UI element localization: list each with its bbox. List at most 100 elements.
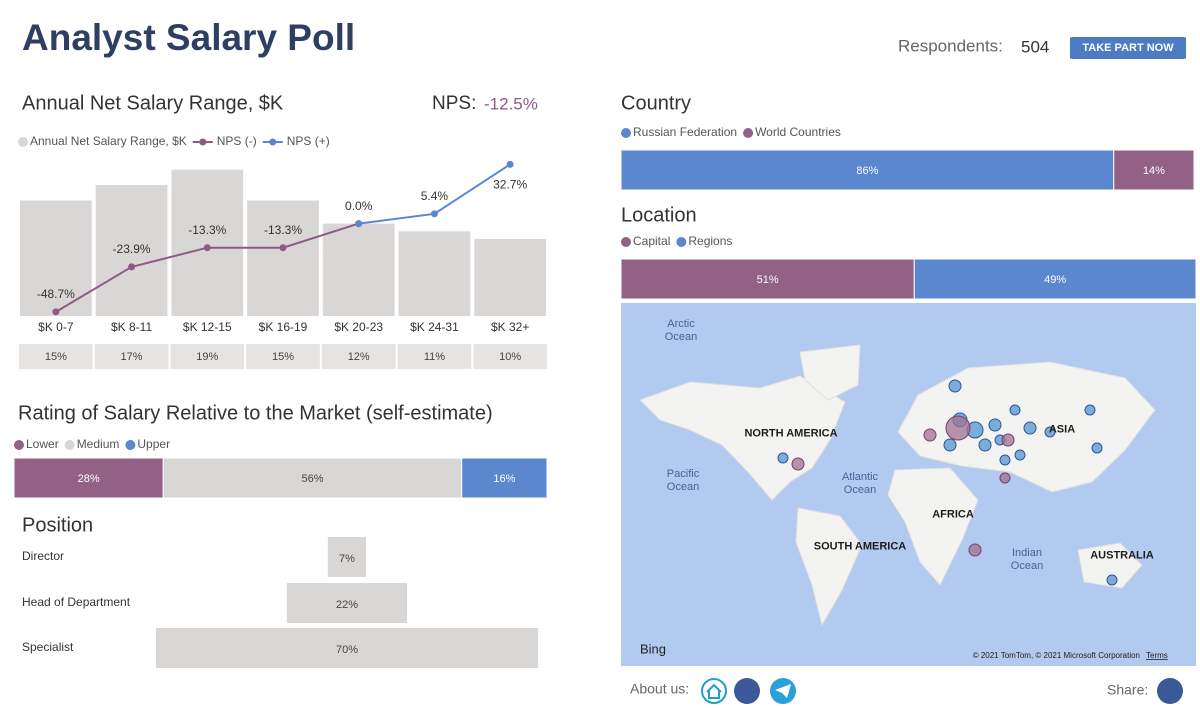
bubble: [1091, 442, 1103, 454]
legend-dot: [743, 128, 754, 138]
share-label: Share:: [1107, 682, 1148, 698]
share-label: 15%: [45, 351, 67, 363]
bubble: [948, 379, 962, 393]
legend-dot: [621, 128, 631, 138]
x-tick-label: $K 32+: [491, 320, 529, 334]
bar-label: 22%: [336, 599, 358, 611]
map-attribution: © 2021 TomTom, © 2021 Microsoft Corporat…: [973, 651, 1140, 660]
bubbles-capital: [791, 415, 1015, 557]
share-box: [94, 344, 169, 369]
nps-point: [52, 308, 60, 316]
bubbles: [777, 379, 1118, 586]
button-label[interactable]: TAKE PART NOW: [1082, 42, 1174, 54]
row-label: Director: [22, 549, 64, 563]
segment-label: 56%: [301, 473, 323, 485]
segment: [1113, 149, 1195, 191]
nps-value: -12.5%: [484, 94, 538, 113]
bar: [247, 200, 319, 316]
chart-title: Position: [22, 514, 93, 536]
bubble: [1106, 574, 1118, 586]
chart-title: Rating of Salary Relative to the Market …: [18, 402, 493, 424]
segment: [13, 457, 164, 499]
x-tick-label: $K 0-7: [38, 320, 74, 334]
legend-dot: [269, 138, 277, 146]
share-box: [397, 344, 472, 369]
about-label: About us:: [630, 681, 689, 697]
page-title: Analyst Salary Poll: [22, 17, 355, 58]
legend-dot: [125, 440, 136, 450]
home-icon[interactable]: [701, 678, 727, 704]
bubble: [945, 415, 971, 441]
row-label: Specialist: [22, 640, 74, 654]
funnel-bar: [327, 537, 367, 577]
map-label: Pacific Ocean: [666, 468, 700, 493]
bubble: [1009, 404, 1021, 416]
segment-label: 28%: [78, 473, 100, 485]
share-facebook[interactable]: [1157, 678, 1183, 704]
funnel-bar: [155, 628, 539, 668]
map-label: Arctic Ocean: [664, 318, 698, 343]
bubble: [1014, 449, 1026, 461]
map-label: NORTH AMERICA: [744, 427, 838, 440]
row-label: Head of Department: [22, 595, 131, 609]
bubble: [1001, 433, 1015, 447]
map-provider: Bing: [640, 641, 666, 656]
map-label: AFRICA: [932, 508, 974, 521]
bubble: [791, 457, 805, 471]
legend-label: Regions: [688, 234, 732, 248]
map-label: ASIA: [1048, 423, 1076, 436]
legend-label: Russian Federation: [633, 125, 737, 139]
segment: [620, 258, 915, 300]
nps-label: 0.0%: [345, 199, 373, 213]
bubble: [1044, 426, 1056, 438]
nps-label: 32.7%: [493, 178, 527, 192]
map-terms[interactable]: Terms: [1146, 651, 1168, 660]
continent: [639, 375, 846, 501]
legend-label: NPS (-): [217, 134, 257, 148]
chart-title: Location: [621, 204, 697, 226]
telegram-glyph: [775, 684, 791, 698]
bubble: [943, 438, 957, 452]
funnel-bar: [286, 583, 408, 623]
share-box: [19, 344, 93, 369]
share-box: [170, 344, 245, 369]
bar: [398, 231, 471, 316]
map-label: SOUTH AMERICA: [813, 540, 907, 553]
legend-label: World Countries: [755, 125, 841, 139]
share-label: 17%: [121, 351, 143, 363]
nps-point: [355, 220, 363, 228]
respondents-count: 504: [1021, 37, 1049, 56]
bubble: [999, 472, 1011, 484]
bar: [171, 169, 244, 316]
bubble: [923, 428, 937, 442]
bar: [95, 185, 168, 316]
legend-dot: [14, 440, 24, 450]
legend-label: Upper: [137, 437, 170, 451]
bar: [322, 223, 395, 316]
nps-point: [279, 244, 287, 252]
x-tick-label: $K 16-19: [259, 320, 308, 334]
nps-point: [430, 210, 438, 218]
segment-label: 16%: [493, 473, 515, 485]
bar-label: 70%: [336, 644, 358, 656]
continent: [799, 344, 861, 401]
continent: [795, 507, 863, 627]
legend-dot: [676, 237, 687, 247]
nps-label: -13.3%: [188, 223, 226, 237]
share-label: 12%: [348, 351, 370, 363]
bubble: [777, 452, 789, 464]
bar: [474, 239, 546, 316]
legend-label: Medium: [77, 437, 120, 451]
button[interactable]: [1070, 37, 1186, 59]
map: Bing © 2021 TomTom, © 2021 Microsoft Cor…: [621, 303, 1196, 666]
x-tick-label: $K 12-15: [183, 320, 232, 334]
bar-label: 7%: [339, 553, 355, 565]
x-tick-label: $K 24-31: [410, 320, 459, 334]
nps-point: [128, 263, 136, 271]
facebook-icon[interactable]: [734, 678, 760, 704]
segment: [461, 457, 548, 499]
nps-label: NPS:: [432, 93, 476, 114]
map-label: Indian Ocean: [1010, 547, 1044, 572]
chart-title: Annual Net Salary Range, $K: [22, 92, 284, 114]
